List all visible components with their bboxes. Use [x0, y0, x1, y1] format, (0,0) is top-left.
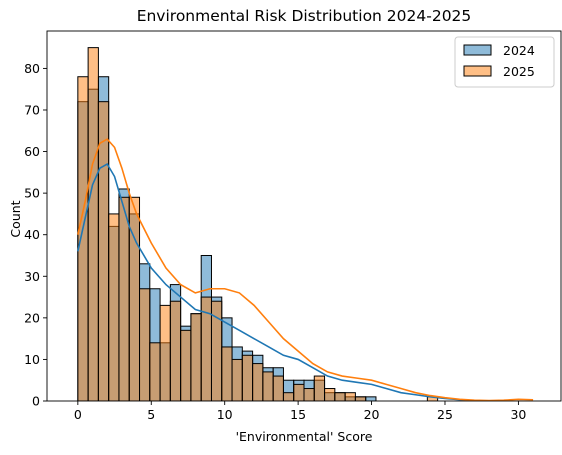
x-tick-label-2: 10 [217, 407, 233, 422]
legend: 2024 2025 [454, 36, 555, 88]
y-tick-label-7: 70 [24, 102, 40, 117]
x-tick-label-6: 30 [510, 407, 526, 422]
bar-2025-6 [139, 288, 151, 401]
bar-2025-20 [282, 392, 295, 401]
y-tick-label-1: 10 [24, 352, 40, 367]
legend-label-2024: 2024 [503, 43, 535, 58]
bar-2025-25 [334, 392, 346, 401]
y-tick-label-8: 80 [24, 61, 40, 76]
legend-swatch-2025 [463, 65, 492, 77]
bar-2025-19 [272, 375, 284, 401]
legend-swatch-2024 [463, 44, 492, 56]
bar-2025-18 [262, 371, 274, 401]
kde-line-2025 [77, 138, 534, 401]
bar-2025-21 [293, 383, 305, 401]
bar-2025-5 [128, 196, 141, 401]
x-tick-label-1: 5 [147, 407, 155, 422]
plot-area [77, 47, 534, 401]
bar-2025-7 [149, 342, 161, 401]
axes-frame [46, 30, 562, 402]
bar-2025-27 [354, 396, 367, 401]
bar-2025-9 [169, 300, 182, 401]
x-tick-label-3: 15 [290, 407, 306, 422]
y-tick-label-3: 30 [24, 269, 40, 284]
bar-2025-17 [252, 363, 264, 401]
bar-2025-26 [344, 392, 356, 401]
legend-label-2025: 2025 [503, 64, 535, 79]
bar-2025-3 [108, 213, 120, 401]
y-tick-label-6: 60 [24, 144, 40, 159]
y-axis-label: Count [8, 200, 23, 237]
kde-line-2024 [77, 162, 475, 401]
bar-2025-16 [241, 354, 254, 401]
bar-2025-0 [77, 76, 89, 401]
bar-2025-11 [190, 313, 202, 401]
y-tick-label-5: 50 [24, 186, 40, 201]
x-axis-label: 'Environmental' Score [236, 429, 373, 444]
bar-2025-15 [231, 358, 243, 401]
bar-2024-28 [365, 396, 377, 401]
bar-2025-14 [221, 346, 233, 401]
chart-title: Environmental Risk Distribution 2024-202… [137, 7, 472, 25]
x-tick-label-4: 20 [364, 407, 380, 422]
bar-2025-4 [118, 196, 130, 401]
bar-2025-2 [97, 101, 110, 401]
bar-2025-1 [87, 47, 99, 401]
bar-2025-23 [313, 375, 326, 401]
y-tick-label-2: 20 [24, 310, 40, 325]
y-tick-label-0: 0 [32, 394, 40, 409]
bar-2025-24 [324, 388, 336, 401]
x-tick-label-5: 25 [437, 407, 453, 422]
series-2025-bars [77, 47, 439, 401]
bar-2025-10 [180, 329, 192, 401]
y-tick-label-4: 40 [24, 227, 40, 242]
bar-2025-8 [159, 304, 171, 401]
bar-2025-22 [303, 388, 315, 401]
x-tick-label-0: 0 [74, 407, 82, 422]
